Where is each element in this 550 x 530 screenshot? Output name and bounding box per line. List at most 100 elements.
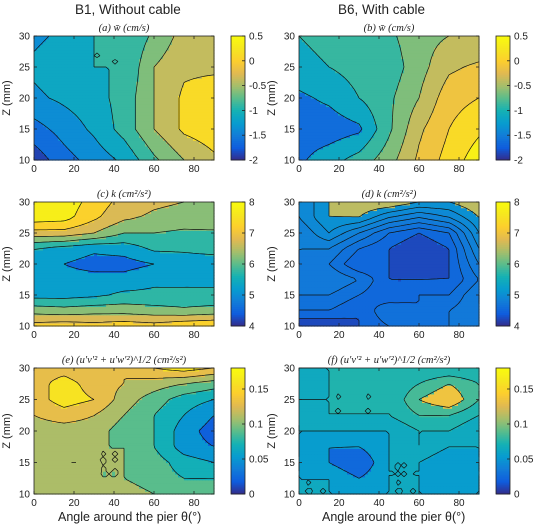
contour-cell xyxy=(127,106,131,110)
contour-cell xyxy=(163,145,167,150)
contour-cell xyxy=(446,78,450,82)
contour-cell xyxy=(455,92,459,96)
contour-cell xyxy=(341,117,345,122)
contour-cell xyxy=(157,47,161,51)
contour-cell xyxy=(368,55,372,60)
contour-cell xyxy=(332,114,336,119)
contour-cell xyxy=(166,75,170,79)
contour-cell xyxy=(335,137,339,141)
contour-cell xyxy=(305,64,309,68)
contour-cell xyxy=(79,112,83,116)
contour-cell xyxy=(64,41,68,46)
contour-cell xyxy=(82,78,86,82)
contour-cell xyxy=(196,47,200,51)
contour-cell xyxy=(464,69,468,74)
contour-cell xyxy=(359,95,363,99)
contour-cell xyxy=(64,47,68,51)
contour-cell xyxy=(118,61,122,65)
contour-cell xyxy=(317,95,321,99)
colorbar-swatch xyxy=(231,84,245,87)
contour-cell xyxy=(455,154,459,158)
contour-cell xyxy=(49,98,53,102)
contour-cell xyxy=(461,157,465,161)
contour-cell xyxy=(61,89,65,93)
contour-cell xyxy=(211,58,215,62)
contour-cell xyxy=(353,75,357,79)
colorbar-swatch xyxy=(231,86,245,89)
contour-cell xyxy=(434,154,438,158)
contour-cell xyxy=(431,157,435,161)
contour-cell xyxy=(118,157,122,161)
contour-cell xyxy=(166,89,170,93)
contour-cell xyxy=(329,134,333,139)
contour-cell xyxy=(311,67,315,71)
contour-cell xyxy=(43,67,47,71)
contour-cell xyxy=(136,103,140,108)
contour-cell xyxy=(109,58,113,62)
contour-cell xyxy=(109,47,113,51)
contour-cell xyxy=(148,44,152,48)
contour-cell xyxy=(178,78,182,82)
contour-cell xyxy=(118,41,122,46)
contour-cell xyxy=(157,103,161,108)
contour-cell xyxy=(326,81,330,85)
contour-cell xyxy=(55,41,59,46)
contour-cell xyxy=(37,83,41,88)
contour-cell xyxy=(67,126,71,130)
contour-cell xyxy=(205,145,209,150)
contour-cell xyxy=(464,140,468,144)
contour-cell xyxy=(193,83,197,88)
contour-cell xyxy=(440,64,444,68)
colorbar-swatch xyxy=(231,41,245,45)
contour-cell xyxy=(383,112,387,116)
contour-cell xyxy=(154,109,158,113)
contour-cell xyxy=(142,100,146,105)
contour-cell xyxy=(43,143,47,147)
contour-cell xyxy=(404,134,408,139)
contour-cell xyxy=(190,117,194,122)
contour-cell xyxy=(356,83,360,88)
contour-cell xyxy=(115,106,119,110)
contour-cell xyxy=(61,129,65,133)
contour-cell xyxy=(46,69,50,74)
contour-cell xyxy=(395,55,399,60)
contour-cell xyxy=(428,86,432,91)
contour-cell xyxy=(455,134,459,139)
contour-cell xyxy=(163,140,167,144)
contour-cell xyxy=(464,137,468,141)
contour-cell xyxy=(154,86,158,91)
colorbar-swatch xyxy=(231,43,245,47)
contour-cell xyxy=(473,95,477,99)
contour-cell xyxy=(166,86,170,91)
contour-cell xyxy=(169,58,173,62)
contour-cell xyxy=(428,89,432,93)
contour-cell xyxy=(127,44,131,48)
contour-cell xyxy=(124,157,128,161)
contour-cell xyxy=(344,64,348,68)
contour-cell xyxy=(67,47,71,51)
contour-cell xyxy=(46,52,50,57)
contour-cell xyxy=(73,129,77,133)
contour-cell xyxy=(145,126,149,130)
contour-cell xyxy=(425,78,429,82)
contour-cell xyxy=(34,114,38,119)
contour-cell xyxy=(202,38,206,43)
contour-cell xyxy=(94,106,98,110)
contour-cell xyxy=(85,106,89,110)
contour-cell xyxy=(458,55,462,60)
contour-cell xyxy=(181,89,185,93)
contour-cell xyxy=(136,58,140,62)
contour-cell xyxy=(437,140,441,144)
contour-cell xyxy=(73,117,77,122)
contour-cell xyxy=(344,114,348,119)
contour-cell xyxy=(443,100,447,105)
contour-cell xyxy=(157,89,161,93)
contour-cell xyxy=(205,47,209,51)
contour-cell xyxy=(37,154,41,158)
contour-cell xyxy=(130,41,134,46)
contour-cell xyxy=(157,50,161,54)
contour-cell xyxy=(329,140,333,144)
contour-cell xyxy=(329,117,333,122)
contour-cell xyxy=(374,151,378,155)
contour-cell xyxy=(302,151,306,155)
